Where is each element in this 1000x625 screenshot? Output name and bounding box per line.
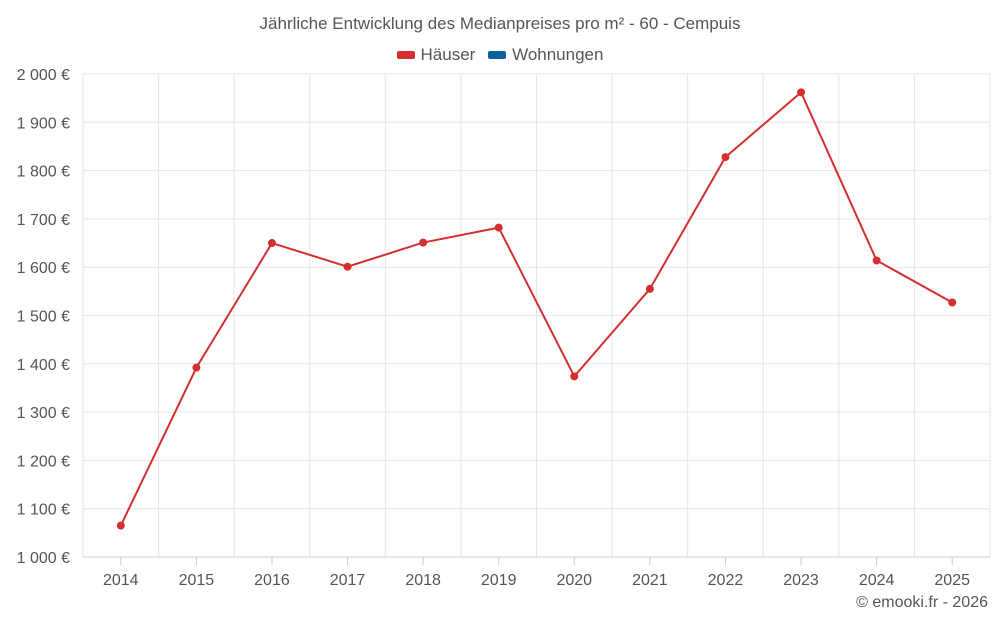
data-point bbox=[192, 363, 201, 372]
y-tick-label: 1 400 € bbox=[17, 357, 70, 374]
data-point bbox=[721, 153, 730, 162]
x-tick-label: 2016 bbox=[254, 572, 290, 589]
x-tick-label: 2014 bbox=[103, 572, 139, 589]
legend-item-wohnungen[interactable]: Wohnungen bbox=[488, 45, 603, 65]
legend-label-wohnungen: Wohnungen bbox=[512, 45, 604, 64]
data-point bbox=[116, 521, 125, 530]
x-tick-label: 2021 bbox=[632, 572, 668, 589]
x-tick-label: 2025 bbox=[934, 572, 970, 589]
data-point bbox=[494, 223, 503, 232]
y-tick-label: 1 600 € bbox=[17, 260, 70, 277]
y-tick-label: 1 300 € bbox=[17, 405, 70, 422]
x-tick-label: 2019 bbox=[481, 572, 517, 589]
y-tick-label: 1 000 € bbox=[17, 550, 70, 567]
y-tick-label: 1 700 € bbox=[17, 212, 70, 229]
x-tick-label: 2022 bbox=[708, 572, 744, 589]
data-point bbox=[343, 262, 352, 271]
x-tick-label: 2018 bbox=[405, 572, 441, 589]
y-tick-label: 1 900 € bbox=[17, 115, 70, 132]
data-point bbox=[645, 284, 654, 293]
data-point bbox=[570, 372, 579, 381]
x-tick-label: 2023 bbox=[783, 572, 819, 589]
data-point bbox=[797, 88, 806, 97]
y-tick-label: 1 800 € bbox=[17, 164, 70, 181]
data-point bbox=[267, 239, 276, 248]
y-tick-label: 1 100 € bbox=[17, 502, 70, 519]
data-point bbox=[948, 298, 957, 307]
legend-label-haeuser: Häuser bbox=[420, 45, 476, 64]
legend: Häuser Wohnungen bbox=[0, 44, 1000, 65]
data-point bbox=[872, 256, 881, 265]
x-tick-label: 2020 bbox=[556, 572, 592, 589]
legend-swatch-wohnungen bbox=[488, 51, 507, 59]
y-tick-label: 1 200 € bbox=[17, 453, 70, 470]
chart-title: Jährliche Entwicklung des Medianpreises … bbox=[259, 14, 741, 33]
y-tick-label: 1 500 € bbox=[17, 309, 70, 326]
legend-item-haeuser[interactable]: Häuser bbox=[396, 45, 476, 65]
credit-text: © emooki.fr - 2026 bbox=[856, 594, 988, 611]
x-tick-label: 2024 bbox=[859, 572, 895, 589]
x-tick-label: 2015 bbox=[179, 572, 215, 589]
series-line-0 bbox=[119, 91, 953, 527]
y-tick-label: 2 000 € bbox=[17, 67, 70, 84]
x-tick-label: 2017 bbox=[330, 572, 366, 589]
data-point bbox=[419, 238, 428, 247]
legend-swatch-haeuser bbox=[396, 51, 415, 59]
